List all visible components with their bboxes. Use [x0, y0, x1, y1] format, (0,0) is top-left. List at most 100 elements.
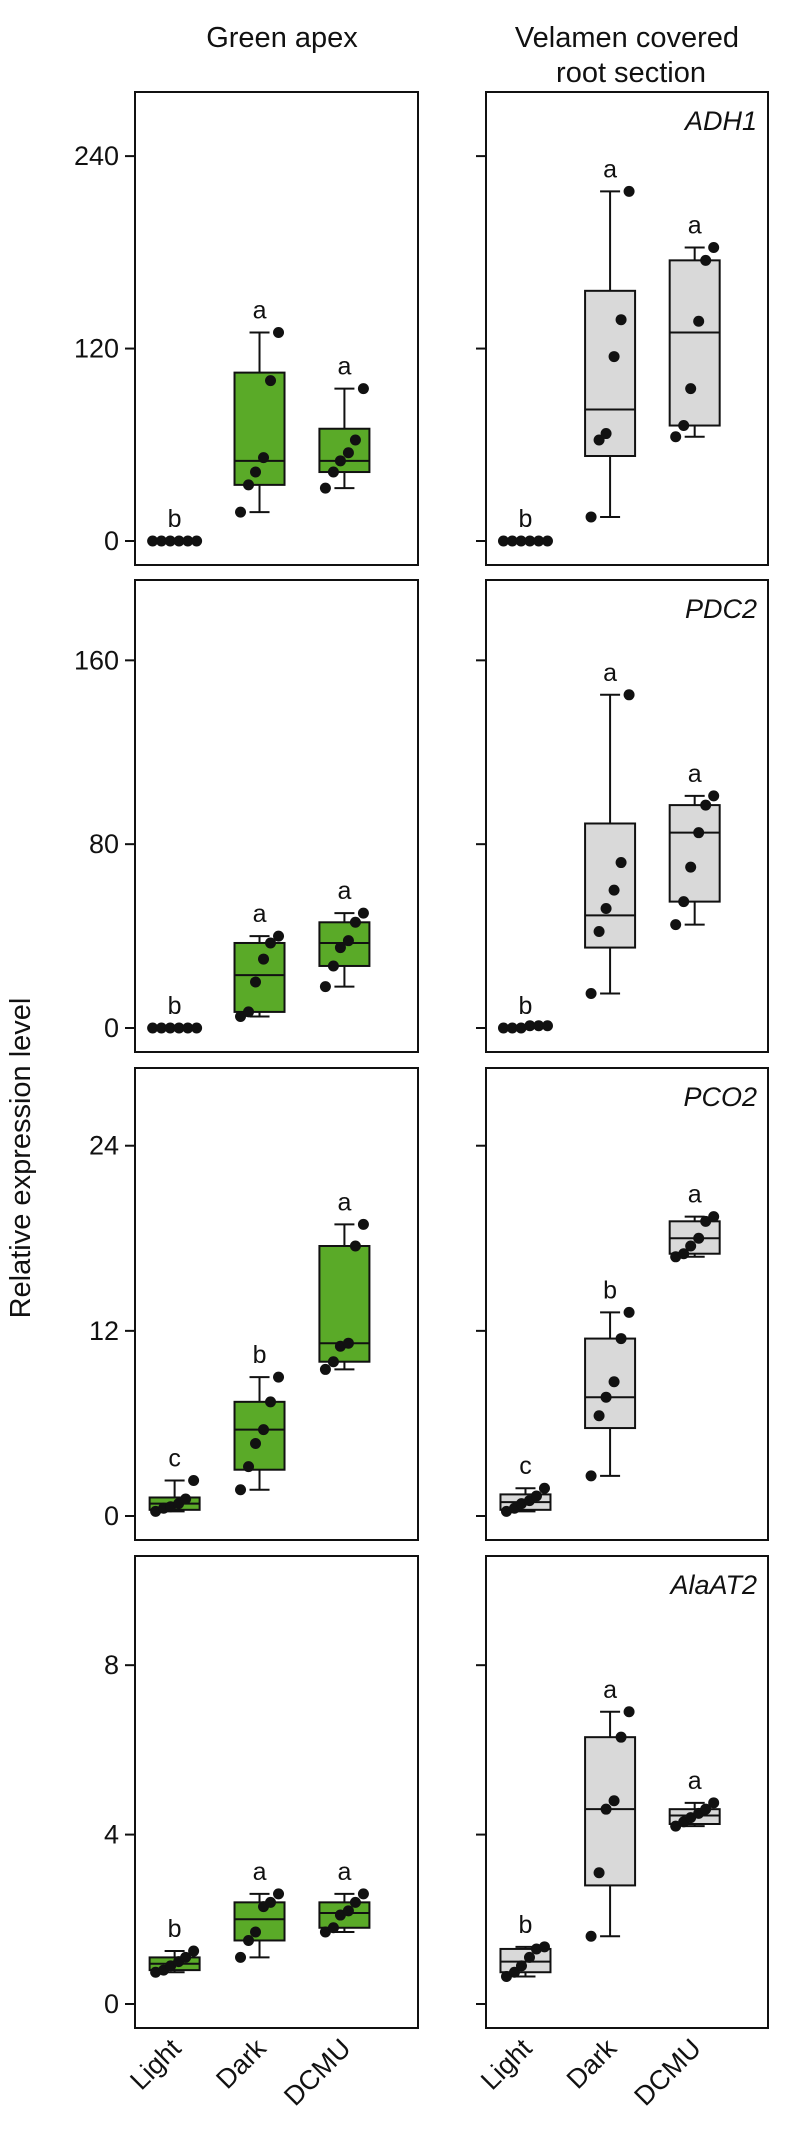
data-point	[524, 535, 536, 547]
data-point	[708, 242, 720, 254]
data-point	[357, 1218, 369, 1230]
data-point	[182, 535, 194, 547]
significance-letter: a	[688, 212, 702, 240]
gene-label: ADH1	[683, 106, 757, 136]
significance-letter: b	[168, 1915, 182, 1943]
panel-frame	[134, 91, 419, 566]
y-tick-label: 120	[74, 334, 119, 364]
panel-alaat2-velamen-covered-root-section: AlaAT2 b Light a Dark a DCMU	[475, 1555, 769, 2112]
y-tick-label: 240	[74, 141, 119, 171]
panels-group: 0120240baaADH1baa080160baaPDC2baa01224cb…	[74, 91, 769, 2112]
data-point	[693, 827, 705, 839]
significance-letter: c	[168, 1445, 181, 1473]
data-point	[685, 1240, 697, 1252]
data-point	[319, 482, 331, 494]
data-point	[585, 511, 597, 523]
data-point	[235, 1951, 247, 1963]
data-point	[357, 907, 369, 919]
data-point	[349, 916, 361, 928]
data-point	[608, 884, 620, 896]
panel-frame	[134, 579, 419, 1053]
y-tick-label: 24	[89, 1131, 119, 1161]
data-point	[515, 1960, 527, 1972]
data-point	[265, 1896, 277, 1908]
data-point	[708, 1211, 720, 1223]
data-point	[342, 935, 354, 947]
data-point	[497, 1022, 509, 1034]
panel-pdc2-velamen-covered-root-section: PDC2 b a a	[476, 579, 769, 1053]
data-point	[700, 1803, 712, 1815]
data-point	[593, 1867, 605, 1879]
data-point	[497, 535, 509, 547]
data-point	[623, 185, 635, 197]
data-point	[188, 1475, 200, 1487]
significance-letter: a	[337, 353, 351, 381]
data-point	[327, 960, 339, 972]
significance-letter: b	[519, 1911, 533, 1939]
significance-letter: a	[688, 760, 702, 788]
box-dark	[584, 1736, 637, 1887]
data-point	[180, 1493, 192, 1505]
data-point	[524, 1020, 536, 1032]
box-dcmu	[318, 427, 371, 474]
data-point	[708, 790, 720, 802]
data-point	[600, 903, 612, 915]
box-dcmu	[668, 804, 721, 903]
x-category-label: Dark	[210, 2033, 272, 2095]
data-point	[585, 988, 597, 1000]
x-category-label: Dark	[561, 2033, 623, 2095]
data-point	[342, 1905, 354, 1917]
data-point	[515, 535, 527, 547]
data-point	[273, 327, 285, 339]
data-point	[334, 455, 346, 467]
data-point	[147, 535, 159, 547]
data-point	[164, 1022, 176, 1034]
data-point	[191, 535, 203, 547]
significance-letter: a	[253, 900, 267, 928]
data-point	[164, 535, 176, 547]
significance-letter: a	[603, 155, 617, 183]
y-tick-label: 8	[104, 1650, 119, 1680]
data-point	[608, 1795, 620, 1807]
y-tick-label: 0	[104, 526, 119, 556]
data-point	[623, 1706, 635, 1718]
data-point	[188, 1945, 200, 1957]
significance-letter: a	[688, 1767, 702, 1795]
significance-letter: a	[603, 1676, 617, 1704]
data-point	[342, 447, 354, 459]
data-point	[600, 1803, 612, 1815]
x-category-label: Light	[475, 2033, 538, 2096]
data-point	[506, 1022, 518, 1034]
significance-letter: b	[519, 505, 533, 533]
data-point	[608, 1376, 620, 1388]
data-point	[327, 1356, 339, 1368]
panel-pdc2-green-apex: 0 80 160 b a a	[74, 579, 419, 1053]
data-point	[327, 1922, 339, 1934]
data-point	[258, 953, 270, 965]
data-point	[506, 535, 518, 547]
significance-letter: b	[519, 992, 533, 1020]
data-point	[235, 506, 247, 518]
data-point	[538, 1941, 550, 1953]
box-dcmu	[668, 259, 721, 427]
data-point	[180, 1951, 192, 1963]
data-point	[155, 535, 167, 547]
data-point	[693, 315, 705, 327]
gene-label: AlaAT2	[668, 1570, 757, 1600]
data-point	[273, 1371, 285, 1383]
data-point	[250, 976, 262, 988]
data-point	[615, 1333, 627, 1345]
data-point	[319, 981, 331, 993]
data-point	[357, 383, 369, 395]
data-point	[700, 1215, 712, 1227]
data-point	[342, 1337, 354, 1349]
data-point	[334, 942, 346, 954]
significance-letter: b	[168, 992, 182, 1020]
y-tick-label: 12	[89, 1316, 119, 1346]
significance-letter: b	[168, 505, 182, 533]
box-dark	[584, 289, 637, 458]
column-title-root-line1: Velamen covered	[515, 22, 739, 54]
data-point	[273, 1888, 285, 1900]
data-point	[243, 1006, 255, 1018]
